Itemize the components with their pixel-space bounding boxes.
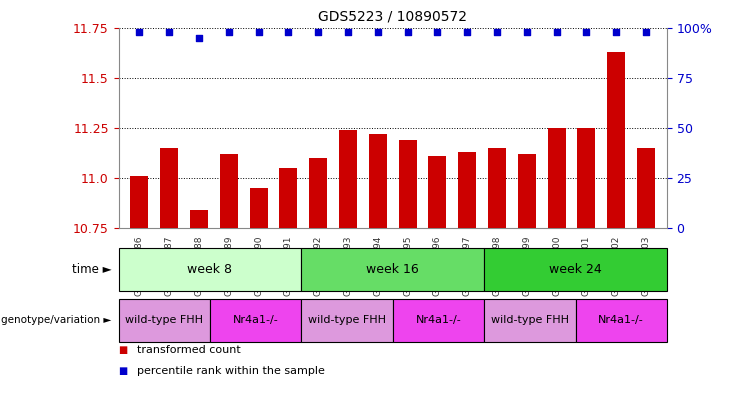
- Bar: [488, 148, 506, 228]
- Bar: [339, 130, 357, 228]
- Bar: [399, 140, 416, 228]
- Point: [223, 28, 235, 35]
- Bar: [302, 248, 484, 291]
- Point: [372, 28, 384, 35]
- Bar: [119, 299, 210, 342]
- Text: time ►: time ►: [72, 263, 111, 276]
- Point: [163, 28, 175, 35]
- Point: [282, 28, 294, 35]
- Bar: [428, 156, 446, 228]
- Bar: [220, 154, 238, 228]
- Bar: [210, 299, 302, 342]
- Text: wild-type FHH: wild-type FHH: [491, 315, 569, 325]
- Point: [431, 28, 443, 35]
- Bar: [518, 154, 536, 228]
- Bar: [250, 188, 268, 228]
- Title: GDS5223 / 10890572: GDS5223 / 10890572: [318, 9, 468, 24]
- Text: Nr4a1-/-: Nr4a1-/-: [598, 315, 644, 325]
- Text: wild-type FHH: wild-type FHH: [125, 315, 203, 325]
- Bar: [637, 148, 655, 228]
- Bar: [484, 299, 576, 342]
- Bar: [608, 51, 625, 228]
- Point: [342, 28, 354, 35]
- Point: [640, 28, 652, 35]
- Bar: [484, 248, 667, 291]
- Bar: [393, 299, 484, 342]
- Point: [551, 28, 562, 35]
- Text: wild-type FHH: wild-type FHH: [308, 315, 386, 325]
- Text: genotype/variation ►: genotype/variation ►: [1, 315, 111, 325]
- Text: Nr4a1-/-: Nr4a1-/-: [233, 315, 279, 325]
- Text: week 8: week 8: [187, 263, 233, 276]
- Point: [133, 28, 145, 35]
- Bar: [458, 152, 476, 228]
- Text: week 16: week 16: [366, 263, 419, 276]
- Bar: [369, 134, 387, 228]
- Bar: [577, 128, 595, 228]
- Text: week 24: week 24: [549, 263, 602, 276]
- Bar: [548, 128, 565, 228]
- Point: [521, 28, 533, 35]
- Point: [462, 28, 473, 35]
- Bar: [130, 176, 148, 228]
- Text: transformed count: transformed count: [137, 345, 241, 355]
- Bar: [190, 210, 208, 228]
- Text: ■: ■: [119, 345, 127, 355]
- Bar: [119, 248, 302, 291]
- Point: [402, 28, 413, 35]
- Bar: [279, 168, 297, 228]
- Bar: [576, 299, 667, 342]
- Point: [491, 28, 503, 35]
- Bar: [302, 299, 393, 342]
- Point: [253, 28, 265, 35]
- Point: [193, 35, 205, 41]
- Text: percentile rank within the sample: percentile rank within the sample: [137, 366, 325, 376]
- Bar: [160, 148, 178, 228]
- Point: [611, 28, 622, 35]
- Point: [580, 28, 592, 35]
- Bar: [309, 158, 328, 228]
- Text: Nr4a1-/-: Nr4a1-/-: [416, 315, 462, 325]
- Point: [312, 28, 324, 35]
- Text: ■: ■: [119, 366, 127, 376]
